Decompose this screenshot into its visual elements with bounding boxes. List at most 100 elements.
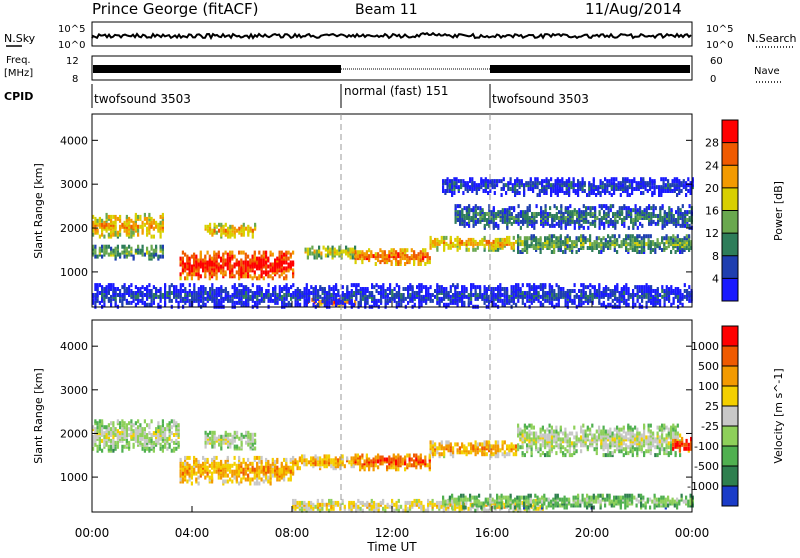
heatmap-cell [245, 265, 247, 269]
heatmap-cell [322, 297, 324, 301]
heatmap-cell [617, 210, 619, 214]
heatmap-cell [178, 441, 180, 445]
heatmap-cell [664, 224, 666, 228]
heatmap-cell [450, 285, 452, 289]
heatmap-cell [234, 227, 236, 231]
heatmap-cell [403, 287, 405, 291]
heatmap-cell [658, 185, 660, 189]
heatmap-cell [200, 291, 202, 295]
heatmap-cell [130, 231, 132, 235]
heatmap-cell [267, 257, 269, 261]
heatmap-cell [258, 274, 260, 278]
heatmap-cell [594, 240, 596, 244]
heatmap-cell [97, 255, 99, 259]
heatmap-cell [250, 295, 252, 299]
heatmap-cell [506, 222, 508, 226]
heatmap-cell [448, 291, 450, 295]
heatmap-cell [441, 297, 443, 301]
heatmap-cell [367, 295, 369, 299]
heatmap-cell [564, 181, 566, 185]
heatmap-cell [443, 287, 445, 291]
heatmap-cell [270, 251, 272, 255]
heatmap-cell [335, 283, 337, 287]
heatmap-cell [175, 421, 177, 425]
heatmap-cell [182, 478, 184, 482]
heatmap-cell [112, 421, 114, 425]
heatmap-cell [441, 236, 443, 240]
heatmap-cell [463, 301, 465, 305]
heatmap-cell [593, 183, 595, 187]
heatmap-cell [466, 287, 468, 291]
heatmap-cell [243, 223, 245, 227]
heatmap-cell [268, 293, 270, 297]
heatmap-cell [454, 244, 456, 248]
heatmap-cell [231, 268, 233, 272]
heatmap-cell [175, 299, 177, 303]
heatmap-cell [160, 231, 162, 235]
heatmap-cell [124, 255, 126, 259]
heatmap-cell [630, 293, 632, 297]
heatmap-cell [668, 287, 670, 291]
heatmap-cell [576, 250, 578, 254]
heatmap-cell [137, 429, 139, 433]
heatmap-cell [276, 268, 278, 272]
heatmap-cell [279, 251, 281, 255]
heatmap-cell [559, 179, 561, 183]
heatmap-cell [648, 238, 650, 242]
heatmap-cell [368, 248, 370, 252]
colorbar-swatch [722, 211, 738, 234]
heatmap-cell [112, 215, 114, 219]
heatmap-cell [180, 295, 182, 299]
heatmap-cell [646, 206, 648, 210]
cpid-segment-3: twofsound 3503 [492, 92, 589, 106]
heatmap-cell [484, 244, 486, 248]
heatmap-cell [565, 222, 567, 226]
heatmap-cell [225, 270, 227, 274]
heatmap-cell [551, 214, 553, 218]
heatmap-cell [160, 447, 162, 451]
heatmap-cell [243, 265, 245, 269]
heatmap-cell [641, 250, 643, 254]
heatmap-cell [241, 437, 243, 441]
heatmap-cell [268, 283, 270, 287]
heatmap-cell [563, 212, 565, 216]
heatmap-cell [441, 289, 443, 293]
heatmap-cell [475, 240, 477, 244]
heatmap-cell [686, 218, 688, 222]
heatmap-cell [421, 283, 423, 287]
heatmap-cell [423, 295, 425, 299]
heatmap-cell [554, 224, 556, 228]
heatmap-cell [581, 210, 583, 214]
heatmap-cell [245, 272, 247, 276]
heatmap-cell [505, 191, 507, 195]
heatmap-cell [589, 299, 591, 303]
heatmap-cell [549, 301, 551, 305]
heatmap-cell [128, 421, 130, 425]
heatmap-cell [368, 254, 370, 258]
heatmap-cell [103, 303, 105, 307]
heatmap-cell [351, 283, 353, 287]
heatmap-cell [614, 216, 616, 220]
heatmap-cell [385, 299, 387, 303]
heatmap-cell [659, 303, 661, 307]
heatmap-cell [592, 293, 594, 297]
heatmap-cell [487, 191, 489, 195]
heatmap-cell [565, 216, 567, 220]
heatmap-cell [456, 185, 458, 189]
heatmap-cell [155, 253, 157, 257]
heatmap-cell [234, 462, 236, 466]
heatmap-cell [117, 217, 119, 221]
heatmap-cell [137, 229, 139, 233]
heatmap-cell [241, 289, 243, 293]
freq-trace-left [93, 65, 341, 73]
heatmap-cell [572, 210, 574, 214]
heatmap-cell [274, 266, 276, 270]
heatmap-cell [329, 248, 331, 252]
heatmap-cell [139, 433, 141, 437]
heatmap-cell [101, 223, 103, 227]
heatmap-cell [294, 458, 296, 462]
heatmap-cell [436, 289, 438, 293]
heatmap-cell [409, 293, 411, 297]
heatmap-cell [627, 193, 629, 197]
heatmap-cell [522, 301, 524, 305]
